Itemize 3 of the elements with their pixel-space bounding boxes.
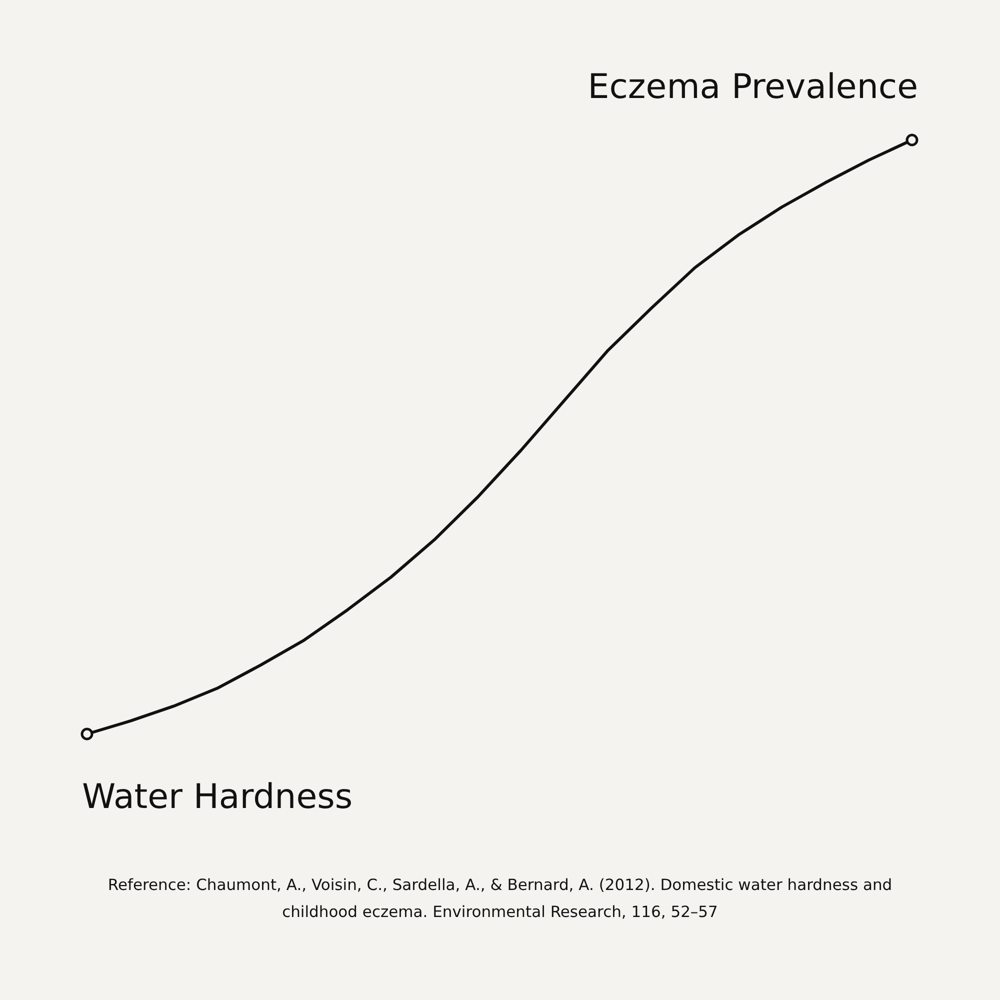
text: Reference: Chaumont, A., Voisin, C., Sardella, A., & Bernard, A. (2012). Domestic water hardness and childhood eczema. Environmental Research, 116, 52–57 xyxy=(106,875,894,923)
x-axis-title: Water Hardness xyxy=(82,777,353,817)
y-axis-title: Eczema Prevalence xyxy=(588,67,918,107)
